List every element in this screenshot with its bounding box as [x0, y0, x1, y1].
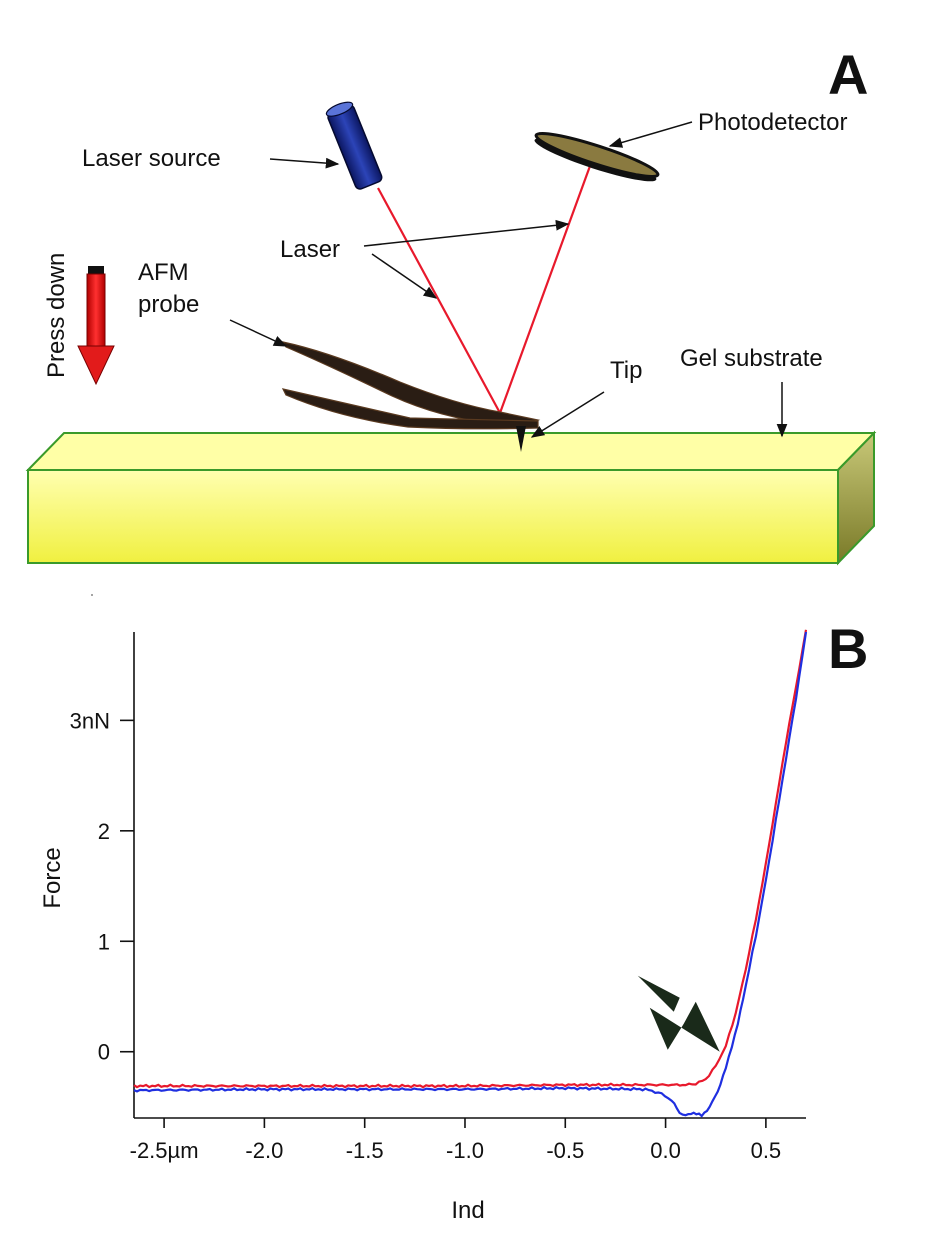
pointer-tip	[530, 391, 605, 438]
gel-side-face	[837, 430, 875, 566]
press-arrow-shaft	[86, 273, 106, 347]
panel-b: B -2.5µm -2.0 -1.5 -1.0 -0.5 0.0 0.5 0 1 2 3nN Ind…	[39, 617, 868, 1224]
press-down-arrow	[77, 266, 115, 386]
x-tick-label: -1.5	[346, 1138, 384, 1163]
label-gel-substrate: Gel substrate	[680, 345, 823, 372]
photodetector	[534, 131, 660, 182]
panel-b-letter: B	[828, 617, 868, 680]
annotation-arrow-head	[649, 1001, 720, 1052]
cantilever-upper	[281, 341, 541, 426]
afm-probe	[281, 341, 541, 452]
pointer-afm-probe	[229, 319, 288, 347]
laser-source-cap	[325, 101, 354, 117]
y-tick-label: 3nN	[70, 708, 110, 733]
panel-a: A Press d	[25, 43, 877, 596]
label-laser-source: Laser source	[82, 145, 221, 172]
x-tick-label: 0.5	[751, 1138, 782, 1163]
cantilever-lower	[281, 388, 539, 430]
annotation-arrow-tail	[637, 975, 680, 1012]
series-line-1	[133, 629, 808, 1089]
gel-top-face	[25, 432, 877, 471]
laser-beam-incident	[377, 187, 501, 414]
pointer-laser-incident	[371, 253, 438, 299]
y-tick-label: 2	[98, 819, 110, 844]
series-line-2	[133, 631, 808, 1118]
label-tip: Tip	[610, 357, 642, 384]
panel-a-letter: A	[828, 43, 868, 106]
press-arrow-cap	[88, 266, 104, 274]
laser-source	[325, 101, 383, 190]
x-tick-label: -1.0	[446, 1138, 484, 1163]
press-arrow-head	[77, 345, 115, 386]
pointer-laser-reflected	[363, 219, 570, 247]
x-axis-label: Ind	[451, 1197, 484, 1224]
x-tick-label: -0.5	[546, 1138, 584, 1163]
label-laser: Laser	[280, 236, 340, 263]
label-photodetector: Photodetector	[698, 109, 847, 136]
probe-tip	[516, 426, 526, 452]
x-tick-label: -2.0	[245, 1138, 283, 1163]
y-tick-label: 1	[98, 929, 110, 954]
x-tick-label: -2.5µm	[130, 1138, 199, 1163]
label-probe: probe	[138, 291, 199, 318]
gel-front-face	[27, 469, 839, 564]
label-afm: AFM	[138, 259, 189, 286]
plot-area: -2.5µm -2.0 -1.5 -1.0 -0.5 0.0 0.5 0 1 2 3nN	[70, 629, 808, 1163]
y-axis-label: Force	[39, 847, 66, 908]
x-tick-label: 0.0	[650, 1138, 681, 1163]
stray-dot	[91, 594, 93, 596]
label-press-down: Press down	[43, 253, 70, 378]
pointer-laser-source	[269, 157, 340, 169]
gel-substrate	[25, 430, 877, 566]
photodetector-face	[534, 131, 660, 179]
laser-source-body	[327, 104, 383, 190]
laser-beam-reflected	[498, 154, 596, 414]
y-tick-label: 0	[98, 1040, 110, 1065]
pointer-photodetector	[608, 121, 693, 148]
